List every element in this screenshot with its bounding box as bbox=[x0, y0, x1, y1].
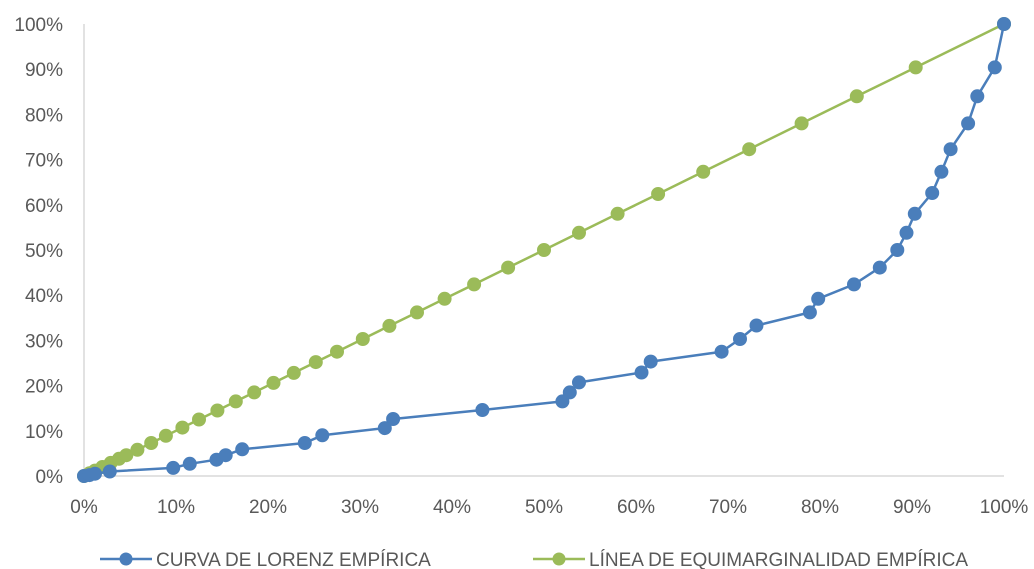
x-tick-label: 30% bbox=[341, 497, 379, 518]
data-point bbox=[696, 164, 711, 179]
data-point bbox=[144, 436, 159, 450]
data-point bbox=[286, 365, 301, 380]
data-point bbox=[794, 116, 809, 131]
data-point bbox=[643, 354, 658, 369]
data-point bbox=[437, 291, 452, 306]
y-tick-label: 20% bbox=[25, 377, 63, 398]
data-point bbox=[733, 332, 747, 346]
x-tick-label: 70% bbox=[709, 497, 747, 518]
legend-marker bbox=[119, 552, 133, 566]
data-point bbox=[228, 394, 243, 409]
x-tick-label: 10% bbox=[157, 497, 195, 518]
y-tick-label: 10% bbox=[25, 422, 63, 443]
data-point bbox=[410, 305, 424, 320]
data-point bbox=[572, 375, 586, 390]
data-point bbox=[235, 442, 250, 457]
data-point bbox=[872, 260, 887, 275]
data-point bbox=[742, 142, 757, 157]
data-point bbox=[987, 60, 1002, 75]
y-tick-label: 50% bbox=[25, 241, 63, 262]
x-tick-label: 100% bbox=[980, 497, 1029, 518]
data-point bbox=[610, 206, 625, 221]
data-point bbox=[562, 385, 577, 400]
data-point bbox=[997, 17, 1011, 31]
x-tick-label: 80% bbox=[801, 497, 839, 518]
data-point bbox=[501, 260, 516, 275]
y-tick-label: 0% bbox=[36, 467, 64, 488]
y-tick-label: 30% bbox=[25, 331, 63, 352]
x-tick-label: 40% bbox=[433, 497, 471, 518]
data-point bbox=[970, 89, 985, 104]
data-point bbox=[266, 375, 281, 390]
data-point bbox=[537, 243, 551, 257]
legend-item: LÍNEA DE EQUIMARGINALIDAD EMPÍRICA bbox=[533, 550, 968, 569]
legend-label: LÍNEA DE EQUIMARGINALIDAD EMPÍRICA bbox=[589, 550, 968, 569]
x-tick-label: 60% bbox=[617, 497, 655, 518]
legend-marker bbox=[552, 552, 566, 566]
data-point bbox=[811, 291, 826, 306]
x-tick-label: 50% bbox=[525, 497, 563, 518]
data-point bbox=[102, 464, 117, 479]
y-tick-label: 40% bbox=[25, 286, 63, 307]
data-point bbox=[158, 428, 173, 443]
y-tick-label: 80% bbox=[25, 105, 63, 126]
data-point bbox=[166, 460, 181, 475]
data-point bbox=[899, 225, 914, 240]
series-layer bbox=[77, 17, 1011, 483]
legend: CURVA DE LORENZ EMPÍRICA LÍNEA DE EQUIMAR… bbox=[100, 550, 968, 569]
data-point bbox=[355, 332, 370, 346]
series-0 bbox=[77, 17, 1011, 483]
data-point bbox=[218, 448, 233, 463]
data-point bbox=[651, 187, 666, 201]
data-point bbox=[247, 385, 262, 400]
y-tick-label: 60% bbox=[25, 196, 63, 217]
data-point bbox=[555, 394, 570, 409]
y-tick-label: 90% bbox=[25, 60, 63, 81]
data-point bbox=[907, 206, 922, 221]
data-point bbox=[308, 355, 323, 370]
series-1 bbox=[77, 17, 1011, 483]
data-point bbox=[386, 412, 401, 426]
data-point bbox=[890, 243, 905, 257]
data-point bbox=[749, 318, 764, 333]
data-point bbox=[572, 225, 586, 240]
data-point bbox=[377, 421, 392, 436]
legend-item: CURVA DE LORENZ EMPÍRICA bbox=[100, 550, 431, 569]
data-point bbox=[849, 89, 864, 104]
data-point bbox=[88, 466, 102, 481]
data-point bbox=[934, 164, 949, 179]
data-point bbox=[297, 436, 312, 450]
data-point bbox=[175, 420, 190, 435]
data-point bbox=[847, 277, 861, 292]
data-point bbox=[182, 456, 197, 471]
data-point bbox=[961, 116, 976, 131]
data-point bbox=[714, 344, 729, 359]
data-point bbox=[119, 448, 134, 463]
data-point bbox=[634, 365, 649, 380]
y-tick-label: 70% bbox=[25, 151, 63, 172]
y-tick-labels: 0% 10% 20% 30% 40% 50% 60% 70% 80% 90% 100% bbox=[14, 15, 63, 488]
data-point bbox=[908, 60, 923, 75]
data-point bbox=[925, 186, 940, 200]
data-point bbox=[192, 412, 206, 427]
x-tick-label: 90% bbox=[893, 497, 931, 518]
data-point bbox=[130, 442, 145, 457]
x-tick-label: 20% bbox=[249, 497, 287, 518]
data-point bbox=[330, 344, 344, 359]
data-point bbox=[467, 277, 482, 292]
data-point bbox=[943, 142, 958, 157]
data-point bbox=[382, 318, 397, 333]
data-point bbox=[802, 305, 817, 320]
x-tick-labels: 0% 10% 20% 30% 40% 50% 60% 70% 80% 90% 100% bbox=[70, 497, 1028, 518]
x-tick-label: 0% bbox=[70, 497, 98, 518]
data-point bbox=[210, 403, 225, 418]
y-tick-label: 100% bbox=[14, 15, 63, 36]
data-point bbox=[315, 428, 330, 443]
legend-label: CURVA DE LORENZ EMPÍRICA bbox=[156, 550, 431, 569]
data-point bbox=[475, 403, 490, 417]
